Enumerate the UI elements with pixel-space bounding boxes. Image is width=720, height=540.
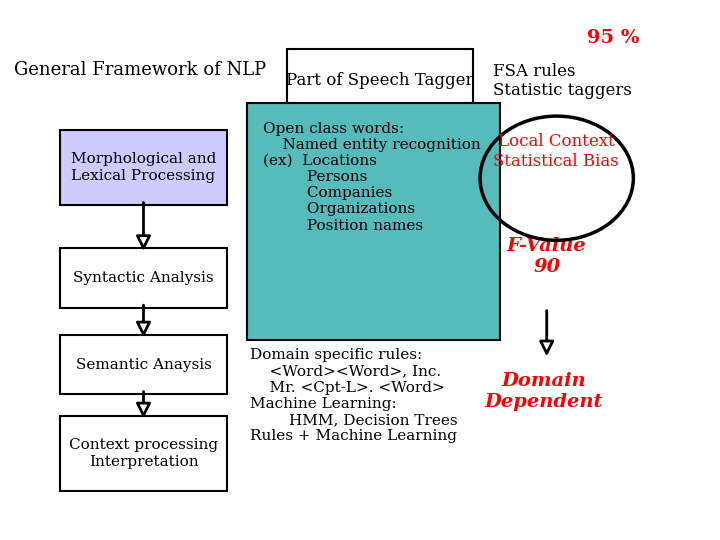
Text: Local Context
Statistical Bias: Local Context Statistical Bias [493,133,619,170]
Text: General Framework of NLP: General Framework of NLP [14,61,266,79]
Text: Domain
Dependent: Domain Dependent [484,372,603,411]
Text: 95 %: 95 % [587,29,639,47]
Text: FSA rules
Statistic taggers: FSA rules Statistic taggers [493,63,632,99]
Text: Domain specific rules:
    <Word><Word>, Inc.
    Mr. <Cpt-L>. <Word>
Machine Le: Domain specific rules: <Word><Word>, Inc… [250,348,458,443]
Text: Syntactic Analysis: Syntactic Analysis [73,271,214,285]
Text: Morphological and
Lexical Processing: Morphological and Lexical Processing [71,152,216,183]
FancyBboxPatch shape [287,49,474,113]
FancyBboxPatch shape [60,335,227,394]
FancyBboxPatch shape [60,130,227,205]
FancyBboxPatch shape [247,103,500,340]
Text: Open class words:
    Named entity recognition
(ex)  Locations
         Persons
: Open class words: Named entity recogniti… [264,122,481,233]
Text: Part of Speech Tagger: Part of Speech Tagger [287,72,474,90]
Text: F-Value
90: F-Value 90 [507,237,587,276]
FancyBboxPatch shape [60,416,227,491]
Text: Context processing
Interpretation: Context processing Interpretation [69,438,218,469]
FancyBboxPatch shape [60,248,227,308]
Text: Semantic Anaysis: Semantic Anaysis [76,357,212,372]
